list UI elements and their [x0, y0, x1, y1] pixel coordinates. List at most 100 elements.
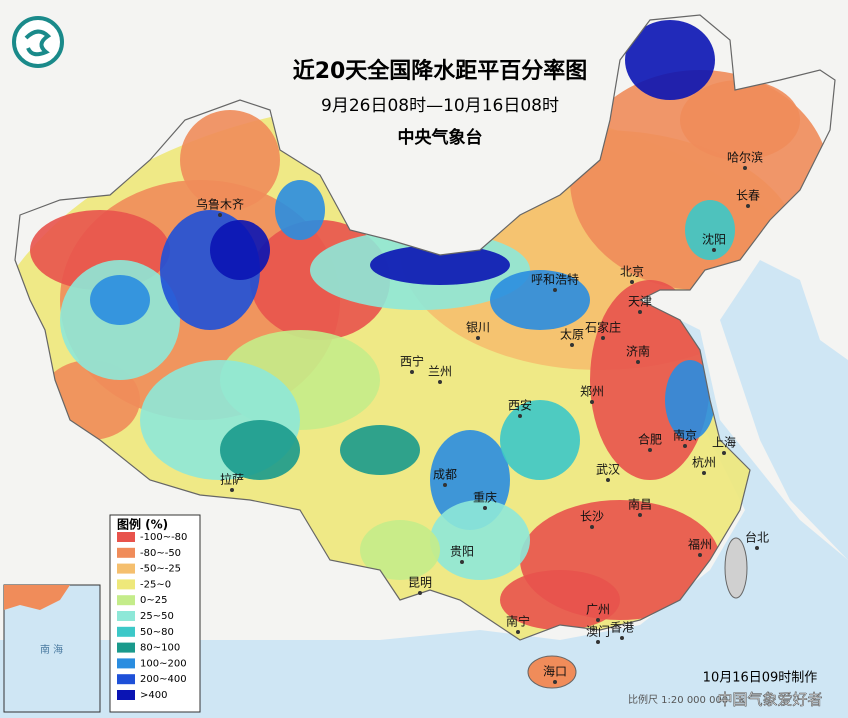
city-dot — [712, 248, 716, 252]
city-dot — [755, 546, 759, 550]
city-label: 乌鲁木齐 — [196, 197, 244, 212]
city-dot — [410, 370, 414, 374]
legend-swatch — [117, 547, 135, 558]
legend-swatch — [117, 626, 135, 637]
city-labels: 乌鲁木齐拉萨西宁兰州银川呼和浩特北京天津石家庄太原济南郑州西安成都重庆贵阳昆明南… — [196, 150, 769, 684]
city-dot — [698, 553, 702, 557]
legend-label: 25~50 — [140, 611, 174, 622]
legend-swatch — [117, 690, 135, 700]
inset-box — [3, 584, 101, 713]
rain-patch — [90, 275, 150, 325]
city-label: 杭州 — [692, 455, 716, 470]
city-dot — [553, 288, 557, 292]
city-label: 贵阳 — [450, 545, 474, 559]
legend-swatch — [117, 674, 135, 685]
city-dot — [438, 380, 442, 384]
city-dot — [590, 400, 594, 404]
city-label: 成都 — [433, 468, 457, 482]
legend-swatch — [117, 563, 135, 574]
city-dot — [460, 560, 464, 564]
city-dot — [630, 280, 634, 284]
city-dot — [570, 343, 574, 347]
legend-title: 图例 (%) — [117, 517, 168, 532]
city-dot — [596, 640, 600, 644]
city-dot — [590, 525, 594, 529]
rain-patch — [685, 200, 735, 260]
city-dot — [483, 506, 487, 510]
scale: 比例尺 1:20 000 000 — [628, 693, 728, 706]
title: 近20天全国降水距平百分率图 — [293, 58, 588, 84]
city-dot — [476, 336, 480, 340]
rain-patch — [680, 80, 800, 160]
city-label: 福州 — [688, 537, 712, 552]
inset-label: 南 海 — [40, 643, 63, 656]
city-label: 合肥 — [638, 432, 662, 447]
legend-label: -25~0 — [140, 579, 171, 590]
legend-label: 200~400 — [140, 674, 187, 685]
city-label: 武汉 — [596, 463, 620, 477]
city-label: 沈阳 — [702, 232, 726, 247]
city-label: 台北 — [745, 530, 769, 545]
city-dot — [518, 414, 522, 418]
legend: -100~-80 -80~-50 -50~-25 -25~0 0~25 25~50 50~8… — [117, 532, 187, 701]
rain-patch — [500, 400, 580, 480]
city-label: 长沙 — [580, 510, 604, 524]
legend-swatch — [117, 658, 135, 669]
city-dot — [620, 636, 624, 640]
city-label: 哈尔滨 — [727, 150, 763, 165]
logo — [12, 16, 64, 68]
legend-label: -50~-25 — [140, 564, 181, 575]
city-label: 呼和浩特 — [531, 272, 579, 287]
city-label: 太原 — [560, 327, 584, 342]
city-label: 海口 — [543, 664, 567, 679]
city-label: 南宁 — [506, 614, 530, 629]
rain-patch — [490, 270, 590, 330]
city-dot — [683, 444, 687, 448]
city-label: 济南 — [626, 344, 650, 359]
city-dot — [743, 166, 747, 170]
city-label: 广州 — [586, 603, 610, 617]
city-dot — [596, 618, 600, 622]
city-label: 拉萨 — [220, 472, 244, 487]
city-dot — [230, 488, 234, 492]
logo-mark — [24, 29, 52, 57]
inset-land — [4, 585, 70, 610]
city-label: 南昌 — [628, 497, 652, 512]
city-dot — [443, 483, 447, 487]
made-time: 10月16日09时制作 — [703, 671, 818, 686]
city-label: 澳门 — [586, 624, 610, 639]
city-label: 西安 — [508, 398, 532, 413]
city-dot — [516, 630, 520, 634]
city-dot — [601, 336, 605, 340]
rain-patch — [180, 110, 280, 210]
city-dot — [702, 471, 706, 475]
rain-patch — [275, 180, 325, 240]
rain-patch — [210, 220, 270, 280]
legend-label: -100~-80 — [140, 532, 187, 543]
subtitle: 9月26日08时—10月16日08时 — [321, 96, 559, 116]
legend-label: >400 — [140, 690, 167, 701]
city-label: 兰州 — [428, 365, 452, 379]
city-label: 香港 — [610, 621, 634, 635]
city-dot — [638, 513, 642, 517]
legend-swatch — [117, 642, 135, 653]
city-dot — [218, 213, 222, 217]
legend-label: 50~80 — [140, 627, 174, 638]
rain-patch — [220, 420, 300, 480]
city-label: 北京 — [620, 265, 644, 279]
legend-swatch — [117, 611, 135, 621]
sea — [720, 260, 848, 560]
city-label: 长春 — [736, 189, 760, 203]
legend-swatch — [117, 532, 135, 542]
city-label: 银川 — [466, 321, 490, 335]
city-label: 重庆 — [473, 491, 497, 505]
city-dot — [553, 680, 557, 684]
legend-label: 100~200 — [140, 658, 187, 669]
watermark: 中国气象爱好者 — [717, 691, 822, 709]
city-label: 西宁 — [400, 354, 424, 369]
legend-swatch — [117, 595, 135, 606]
city-dot — [606, 478, 610, 482]
city-label: 郑州 — [580, 384, 604, 399]
city-dot — [648, 448, 652, 452]
city-dot — [746, 204, 750, 208]
